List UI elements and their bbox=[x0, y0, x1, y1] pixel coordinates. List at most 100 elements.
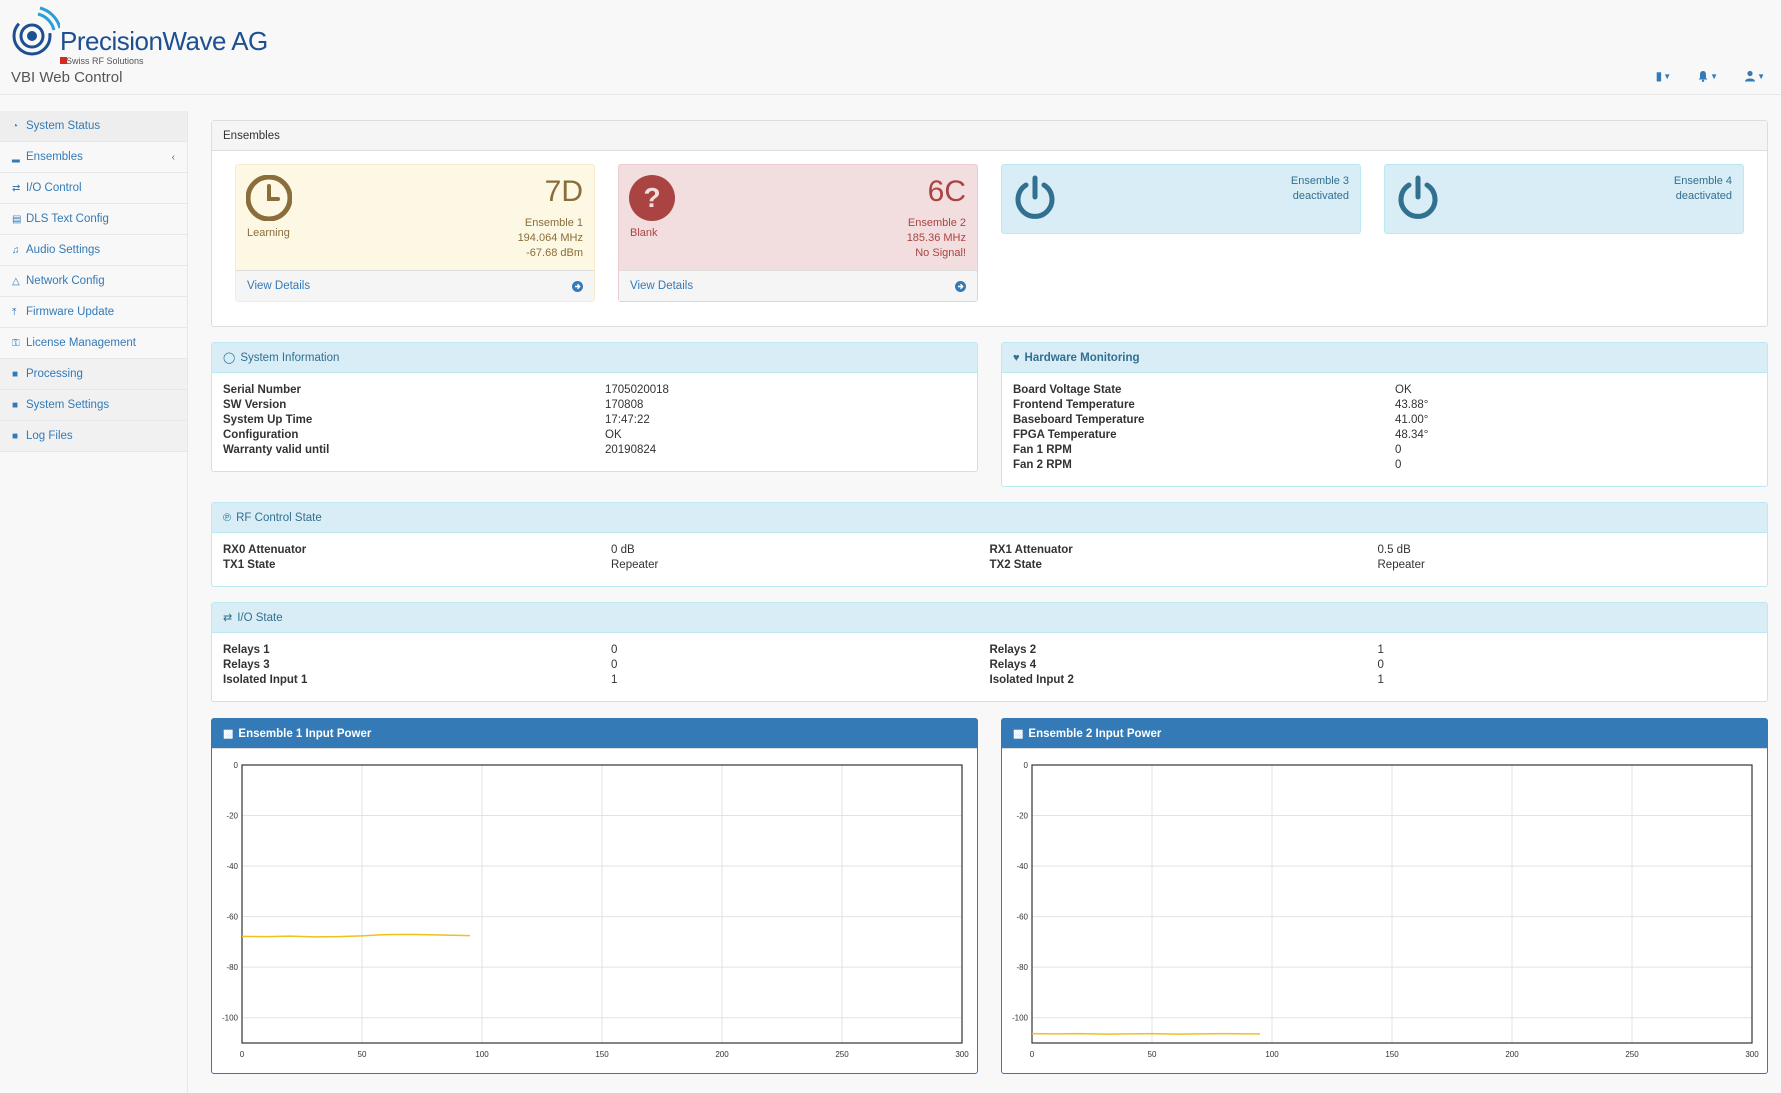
ensemble-frequency: 185.36 MHz bbox=[906, 232, 966, 244]
sidebar-item-io-control[interactable]: ⇄ I/O Control bbox=[0, 173, 187, 204]
info-key: Fan 1 RPM bbox=[1013, 444, 1072, 456]
plot-frame bbox=[1031, 764, 1753, 1044]
hardware-monitoring-panel: ♥ Hardware Monitoring Board Voltage State… bbox=[1001, 342, 1768, 487]
notifications-dropdown[interactable]: ▼ bbox=[1697, 69, 1718, 83]
x-tick-label: 100 bbox=[475, 1050, 489, 1059]
info-value: 0 bbox=[611, 659, 618, 671]
ensemble-1-card: Learning 7D Ensemble 1 194.064 MHz -67.6… bbox=[235, 164, 595, 302]
link-label: View Details bbox=[630, 280, 694, 292]
info-row: Relays 3 0 bbox=[223, 658, 990, 673]
sidebar-item-system-settings[interactable]: ■ System Settings bbox=[0, 390, 187, 421]
info-row: Configuration OK bbox=[223, 428, 966, 443]
dashboard-icon: ◔ bbox=[12, 120, 19, 132]
x-tick-label: 0 bbox=[1030, 1050, 1035, 1059]
panel-title: Ensembles bbox=[223, 129, 280, 142]
sidebar-item-license-management[interactable]: ⚿ License Management bbox=[0, 328, 187, 359]
sidebar-item-firmware-update[interactable]: ⤒ Firmware Update bbox=[0, 297, 187, 328]
sidebar-item-label: System Settings bbox=[26, 399, 110, 411]
power-icon bbox=[1015, 175, 1055, 219]
user-icon bbox=[1745, 70, 1756, 82]
info-value: 43.88° bbox=[1395, 399, 1429, 411]
exchange-icon: ⇄ bbox=[12, 182, 21, 194]
sidebar-item-audio-settings[interactable]: ♫ Audio Settings bbox=[0, 235, 187, 266]
ensemble-code: 6C bbox=[927, 175, 966, 208]
panel-heading: ▩ Ensemble 1 Input Power bbox=[212, 719, 977, 749]
info-value: 1 bbox=[1377, 644, 1384, 656]
info-value: Repeater bbox=[1377, 559, 1425, 571]
y-tick-label: -40 bbox=[1016, 862, 1028, 871]
panel-heading: ⇄ I/O State bbox=[212, 603, 1767, 633]
sidebar-item-label: Audio Settings bbox=[26, 244, 101, 256]
left-column: RX0 Attenuator 0 dB TX1 State Repeater bbox=[223, 543, 990, 573]
info-key: SW Version bbox=[223, 399, 287, 411]
y-tick-label: -40 bbox=[226, 862, 238, 871]
info-row: Relays 1 0 bbox=[223, 643, 990, 658]
ensemble-1-power-panel: ▩ Ensemble 1 Input Power 0 50 100 150 200 250 3… bbox=[211, 718, 978, 1074]
left-column: Relays 1 0 Relays 3 0 Isolated Input 1 1 bbox=[223, 643, 990, 688]
info-value: 170808 bbox=[605, 399, 644, 411]
lock-icon: ■ bbox=[12, 368, 19, 380]
right-column: Relays 2 1 Relays 4 0 Isolated Input 2 1 bbox=[990, 643, 1757, 688]
info-key: Baseboard Temperature bbox=[1013, 414, 1145, 426]
ensemble-frequency: 194.064 MHz bbox=[517, 232, 583, 244]
sidebar-item-dls-text-config[interactable]: ▤ DLS Text Config bbox=[0, 204, 187, 235]
info-key: TX2 State bbox=[989, 559, 1042, 571]
info-row: Board Voltage State OK bbox=[1013, 383, 1756, 398]
bar-chart-icon: ▩ bbox=[1013, 728, 1024, 740]
caret-down-icon: ▼ bbox=[1710, 71, 1719, 81]
y-tick-label: -80 bbox=[226, 963, 238, 972]
x-tick-label: 0 bbox=[240, 1050, 245, 1059]
sidebar-item-label: Ensembles bbox=[26, 151, 83, 163]
sidebar-item-label: Firmware Update bbox=[26, 306, 115, 318]
info-row: RX0 Attenuator 0 dB bbox=[223, 543, 990, 558]
x-tick-label: 100 bbox=[1265, 1050, 1279, 1059]
ensemble-state: deactivated bbox=[1292, 190, 1349, 202]
view-details-link[interactable]: View Details bbox=[236, 270, 594, 301]
file-icon: ▮ bbox=[1655, 69, 1663, 83]
info-value: 0 bbox=[1395, 459, 1402, 471]
info-row: Fan 2 RPM 0 bbox=[1013, 458, 1756, 473]
info-value: OK bbox=[1395, 384, 1412, 396]
plot-frame bbox=[241, 764, 963, 1044]
info-value: Repeater bbox=[611, 559, 659, 571]
ensemble-3-card[interactable]: Ensemble 3 deactivated bbox=[1001, 164, 1361, 234]
info-value: 20190824 bbox=[605, 444, 657, 456]
info-row: Frontend Temperature 43.88° bbox=[1013, 398, 1756, 413]
info-row: TX2 State Repeater bbox=[990, 558, 1757, 573]
power-series-line bbox=[1031, 1032, 1260, 1035]
ensemble-code: 7D bbox=[544, 175, 583, 208]
panel-heading: ▩ Ensemble 2 Input Power bbox=[1002, 719, 1767, 749]
view-details-link[interactable]: View Details bbox=[619, 270, 977, 301]
x-tick-label: 150 bbox=[1385, 1050, 1399, 1059]
power-icon bbox=[1398, 175, 1438, 219]
lock-icon: ■ bbox=[12, 399, 19, 411]
panel-title: System Information bbox=[240, 351, 340, 364]
x-tick-label: 200 bbox=[1505, 1050, 1519, 1059]
exchange-icon: ⇄ bbox=[223, 612, 233, 624]
sidebar-item-network-config[interactable]: △ Network Config bbox=[0, 266, 187, 297]
sidebar-item-processing[interactable]: ■ Processing bbox=[0, 359, 187, 390]
panel-title: Hardware Monitoring bbox=[1024, 351, 1140, 364]
info-row: Warranty valid until 20190824 bbox=[223, 443, 966, 458]
sidebar-item-system-status[interactable]: ◔ System Status bbox=[0, 111, 187, 142]
info-value: 0 bbox=[1395, 444, 1402, 456]
x-tick-label: 300 bbox=[1745, 1050, 1759, 1059]
info-row: TX1 State Repeater bbox=[223, 558, 990, 573]
x-tick-label: 300 bbox=[955, 1050, 969, 1059]
user-dropdown[interactable]: ▼ bbox=[1744, 69, 1765, 83]
ensemble-4-card[interactable]: Ensemble 4 deactivated bbox=[1384, 164, 1744, 234]
panel-title: RF Control State bbox=[236, 511, 322, 524]
info-row: System Up Time 17:47:22 bbox=[223, 413, 966, 428]
info-key: Warranty valid until bbox=[223, 444, 330, 456]
sidebar-item-label: DLS Text Config bbox=[26, 213, 109, 225]
bar-chart-icon: ▩ bbox=[223, 728, 234, 740]
info-key: System Up Time bbox=[223, 414, 313, 426]
info-row: Baseboard Temperature 41.00° bbox=[1013, 413, 1756, 428]
sidebar-item-log-files[interactable]: ■ Log Files bbox=[0, 421, 187, 452]
sidebar-item-ensembles[interactable]: ▂ Ensembles ‹ bbox=[0, 142, 187, 173]
documents-dropdown[interactable]: ▮ ▼ bbox=[1656, 69, 1672, 83]
info-row: SW Version 170808 bbox=[223, 398, 966, 413]
caret-down-icon: ▼ bbox=[1757, 71, 1765, 81]
company-logo[interactable]: PrecisionWave AG Swiss RF Solutions bbox=[8, 6, 298, 66]
info-key: Configuration bbox=[223, 429, 299, 441]
